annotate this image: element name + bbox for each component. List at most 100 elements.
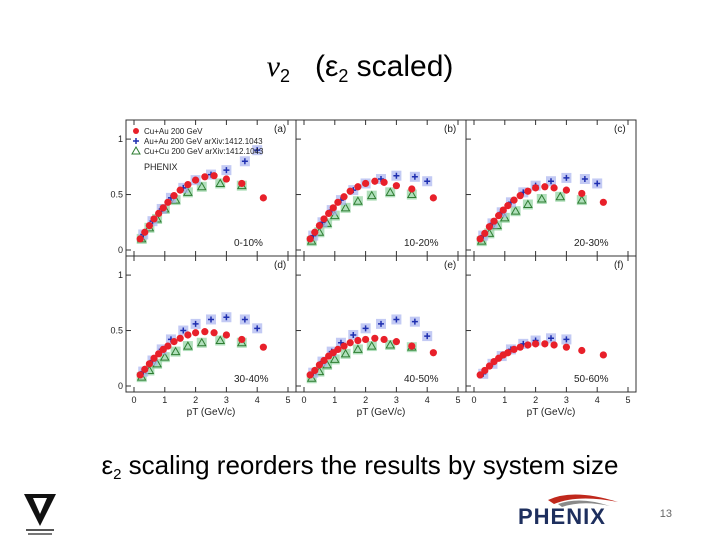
cuau-point [392,182,400,190]
cuau-point [476,371,484,379]
panel-letter: (f) [614,260,623,271]
legend-phenix-tag: PHENIX [144,162,178,172]
cucu-point [329,354,340,363]
cuau-point [238,335,246,344]
cuau-point [599,198,607,206]
cuau-point [362,335,370,344]
cucu-point [353,196,363,205]
cuau-point [541,183,549,191]
cucu-syst-box [406,189,417,200]
cucu-point [536,193,547,203]
cuau-point [210,172,218,180]
cucu-syst-box [366,190,377,201]
phenix-logo-text: PHENIX [518,504,606,529]
caption-text: scaling reorders the results by system s… [121,450,619,480]
auau-point [393,172,400,179]
auau-point [192,320,199,327]
cuau-point [408,185,416,193]
slide-title: v2 (ε2 scaled) [266,50,454,86]
cucu-syst-box [576,195,587,206]
cuau-point [320,215,328,223]
cuau-point [408,342,416,350]
panel-centrality: 10-20% [404,238,439,249]
cuau-point [170,338,178,346]
panel-centrality: 50-60% [574,374,609,385]
cuau-point [499,206,507,214]
cuau-point [392,338,400,346]
cucu-syst-box [306,373,317,384]
cuau-point [485,362,493,370]
cucu-syst-box [340,202,351,213]
auau-point [254,325,261,332]
cuau-point [210,329,218,337]
cuau-point [429,349,437,357]
cuau-point [176,334,184,342]
cucu-syst-box [329,354,340,365]
cuau-point [141,365,149,373]
cuau-point [192,176,200,184]
cucu-syst-box [196,337,207,348]
caption-epsilon-subscript: 2 [113,466,122,483]
cuau-point [380,178,388,186]
x-tick-label: 5 [455,395,460,405]
legend-cuau: Cu+Au 200 GeV [144,127,203,136]
x-axis-label: pT (GeV/c) [357,407,406,418]
cuau-point [524,341,532,349]
cuau-point [380,335,388,344]
x-tick-label: 3 [564,395,569,405]
x-tick-label: 5 [285,395,290,405]
cuau-point [150,215,158,223]
cucu-point [340,348,351,358]
cuau-point [325,209,333,217]
cucu-point [170,346,181,356]
cuau-point [159,204,167,212]
cuau-point [510,196,518,204]
cuau-point [562,186,570,194]
cuau-point [150,354,158,362]
cuau-point [516,343,524,351]
cuau-point [354,336,362,345]
cucu-point [215,335,226,345]
cuau-point [541,340,549,348]
v2-scaled-figure: (a)0-10%(b)10-20%(c)20-30%(d)30-40%(e)40… [110,119,637,418]
cucu-syst-box [170,346,181,357]
cuau-point [141,228,149,236]
panel-letter: (a) [274,124,286,135]
x-tick-label: 2 [193,395,198,405]
x-tick-label: 3 [394,395,399,405]
cuau-point [346,187,354,195]
cuau-point [315,361,323,369]
legend-marker-auau [133,138,139,144]
cucu-point [366,190,377,200]
cuau-point [320,356,328,365]
slide-caption: ε2 scaling reorders the results by syste… [0,450,720,483]
cucu-syst-box [352,196,363,207]
cucu-syst-box [499,212,510,223]
x-tick-label: 4 [595,395,600,405]
cuau-point [222,331,230,339]
cuau-point [184,331,192,339]
auau-point [424,333,431,340]
cuau-point [371,334,379,342]
cucu-point [183,341,193,350]
auau-point [223,167,230,174]
cucu-point [159,352,170,361]
panel-letter: (e) [444,260,456,271]
x-tick-label: 1 [162,395,167,405]
cucu-point [196,337,207,347]
cuau-point [176,186,184,194]
cucu-point [196,181,207,191]
x-tick-label: 1 [502,395,507,405]
y-tick-label: 1 [118,270,123,280]
cuau-point [184,180,192,189]
cuau-point [222,175,230,183]
cuau-point [306,371,314,379]
cuau-point [340,193,348,201]
auau-point [223,314,230,321]
x-tick-label: 0 [301,395,306,405]
cucu-syst-box [555,191,566,202]
cucu-point [576,195,587,204]
cuau-point [170,192,178,200]
cuau-point [562,343,570,351]
cucu-syst-box [159,352,170,363]
